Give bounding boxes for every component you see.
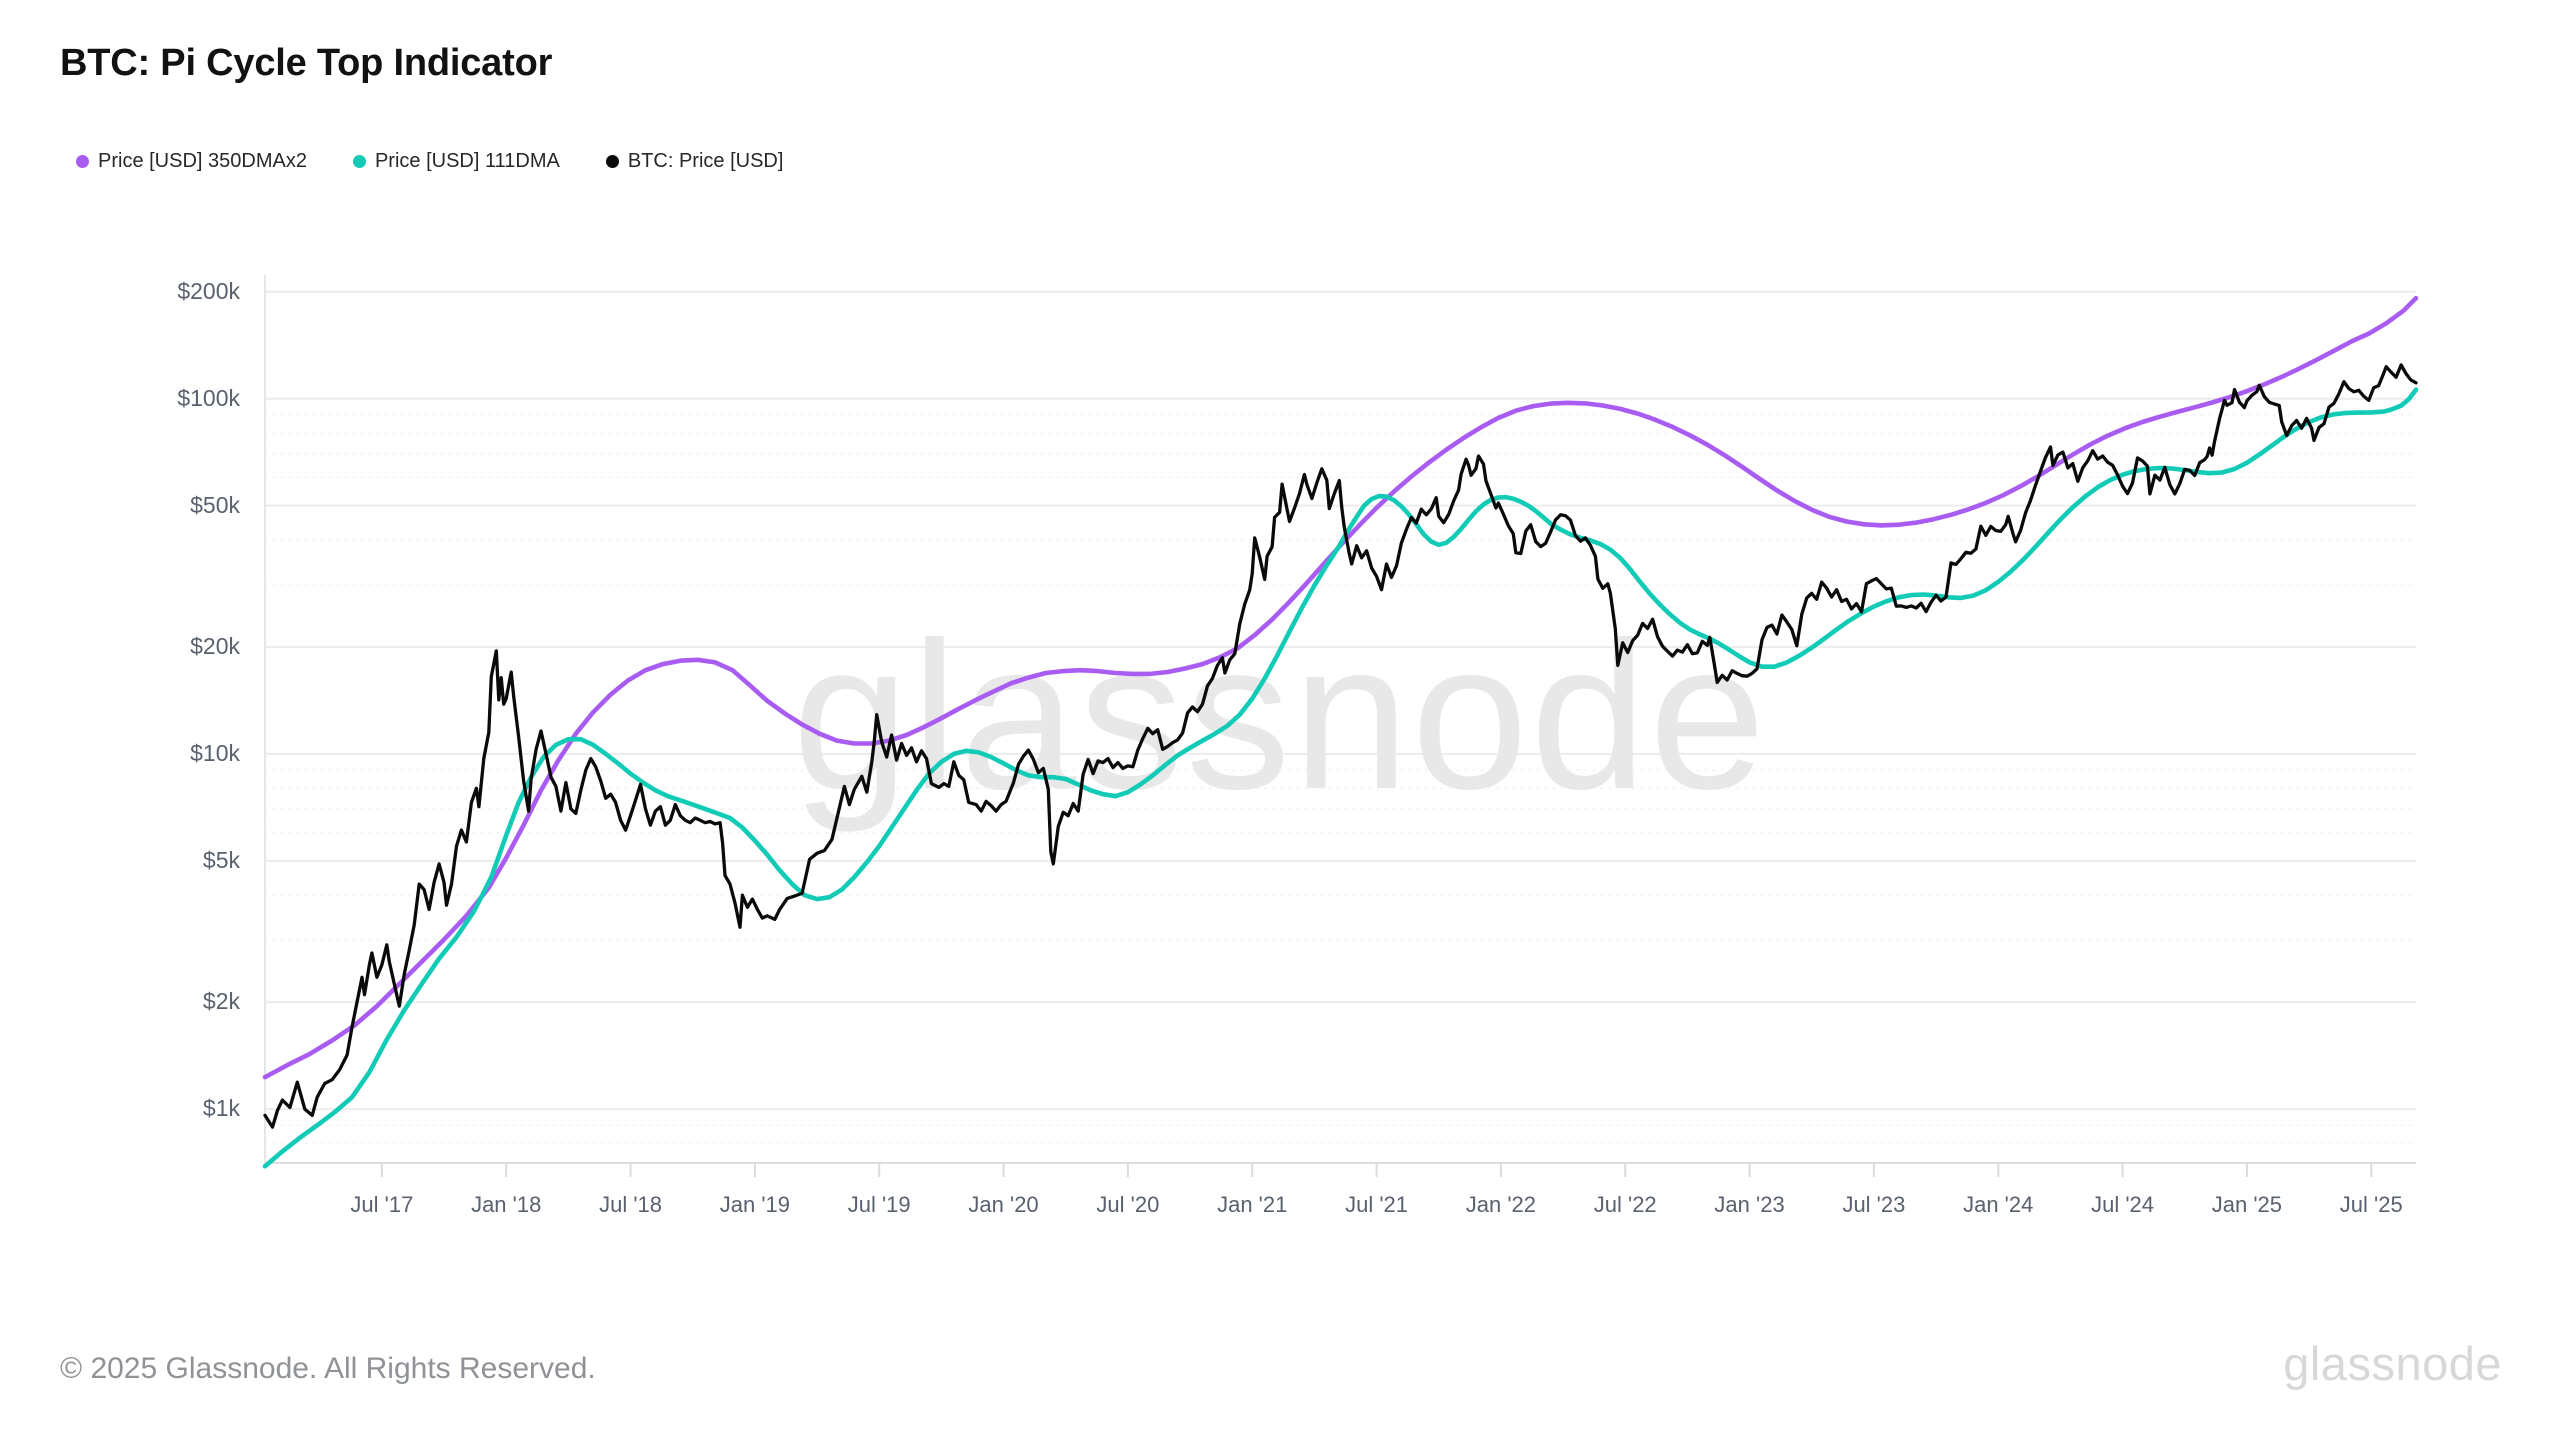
legend-item-label: BTC: Price [USD] xyxy=(627,150,784,172)
chart-legend: Price [USD] 350DMAx2 Price [USD] 111DMA … xyxy=(76,150,783,173)
x-tick-label: Jul '23 xyxy=(1842,1192,1906,1217)
series-btc-price-line xyxy=(263,363,2418,1129)
legend-dot-icon xyxy=(76,155,89,168)
glassnode-wordmark[interactable]: glassnode xyxy=(2283,1337,2502,1390)
y-tick-label: $10k xyxy=(190,739,240,766)
x-tick-label: Jan '18 xyxy=(471,1192,542,1217)
y-tick-label: $1k xyxy=(202,1095,240,1122)
legend-item-btc-price[interactable]: BTC: Price [USD] xyxy=(605,150,784,173)
series-350dmax2-line xyxy=(262,295,2419,1080)
x-tick-label: Jul '18 xyxy=(599,1192,662,1217)
x-tick-label: Jul '25 xyxy=(2339,1192,2403,1217)
glassnode-watermark: glassnode xyxy=(792,598,1767,833)
x-tick-label: Jan '22 xyxy=(1465,1192,1537,1217)
legend-dot-icon xyxy=(605,155,619,168)
x-tick-label: Jul '17 xyxy=(350,1192,414,1217)
x-tick-label: Jan '19 xyxy=(719,1192,790,1217)
legend-item-label: Price [USD] 350DMAx2 xyxy=(98,150,307,172)
legend-item-label: Price [USD] 111DMA xyxy=(374,150,560,172)
y-tick-label: $50k xyxy=(190,491,240,518)
x-tick-label: Jan '25 xyxy=(2211,1192,2283,1217)
x-tick-label: Jul '19 xyxy=(847,1192,911,1217)
y-tick-label: $2k xyxy=(202,988,240,1015)
x-tick-label: Jul '21 xyxy=(1345,1192,1408,1217)
y-tick-label: $20k xyxy=(190,632,240,659)
x-tick-label: Jan '23 xyxy=(1714,1192,1785,1217)
page-title: BTC: Pi Cycle Top Indicator xyxy=(60,42,553,84)
y-tick-label: $100k xyxy=(177,384,240,411)
legend-dot-icon xyxy=(352,155,366,168)
x-tick-label: Jan '24 xyxy=(1963,1192,2034,1217)
x-tick-label: Jan '20 xyxy=(968,1192,1039,1217)
legend-item-350dmax2[interactable]: Price [USD] 350DMAx2 xyxy=(76,150,307,173)
y-tick-label: $5k xyxy=(202,846,240,873)
legend-item-111dma[interactable]: Price [USD] 111DMA xyxy=(352,150,560,173)
x-tick-label: Jan '21 xyxy=(1217,1192,1288,1217)
x-tick-label: Jul '20 xyxy=(1096,1192,1160,1217)
x-tick-label: Jul '22 xyxy=(1593,1192,1657,1217)
series-111dma-line xyxy=(262,387,2419,1169)
copyright-text: © 2025 Glassnode. All Rights Reserved. xyxy=(60,1352,596,1385)
y-tick-label: $200k xyxy=(177,277,240,304)
x-tick-label: Jul '24 xyxy=(2091,1192,2155,1217)
